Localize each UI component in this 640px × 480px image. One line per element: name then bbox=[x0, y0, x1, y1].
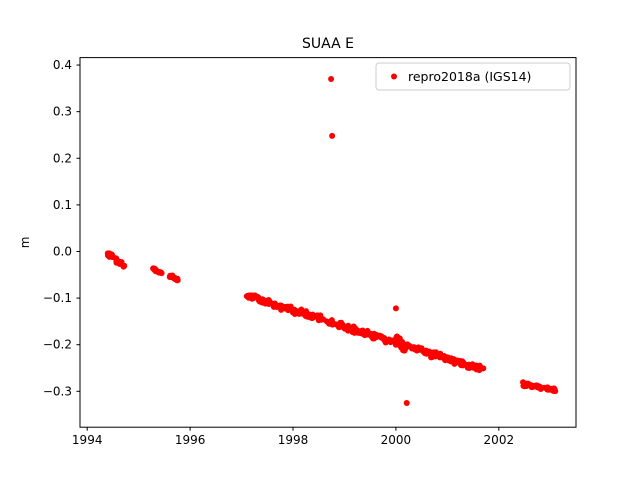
svg-text:1994: 1994 bbox=[72, 433, 103, 447]
svg-text:0.2: 0.2 bbox=[53, 151, 72, 165]
svg-text:2000: 2000 bbox=[381, 433, 412, 447]
legend-entry-label: repro2018a (IGS14) bbox=[408, 69, 531, 84]
plot-area bbox=[80, 57, 576, 428]
svg-text:1996: 1996 bbox=[175, 433, 206, 447]
y-axis-ticks: −0.3 −0.2 −0.1 0.0 0.1 0.2 0.3 0.4 bbox=[43, 58, 80, 398]
y-axis-label: m bbox=[18, 237, 32, 249]
scatter-points bbox=[104, 76, 559, 406]
axes-spines bbox=[79, 57, 577, 428]
svg-text:−0.2: −0.2 bbox=[43, 338, 72, 352]
svg-text:−0.3: −0.3 bbox=[43, 384, 72, 398]
legend-box bbox=[375, 62, 571, 91]
legend-marker-dot-icon bbox=[391, 73, 397, 80]
chart-title: SUAA E bbox=[302, 36, 354, 52]
svg-text:0.1: 0.1 bbox=[53, 198, 72, 212]
x-axis-ticks: 1994 1996 1998 2000 2002 bbox=[72, 427, 514, 447]
legend: repro2018a (IGS14) bbox=[375, 62, 571, 91]
svg-text:2002: 2002 bbox=[484, 433, 515, 447]
svg-text:0.4: 0.4 bbox=[53, 58, 72, 72]
svg-text:0.3: 0.3 bbox=[53, 105, 72, 119]
svg-text:−0.1: −0.1 bbox=[43, 291, 72, 305]
svg-text:0.0: 0.0 bbox=[53, 244, 72, 258]
svg-text:1998: 1998 bbox=[278, 433, 309, 447]
